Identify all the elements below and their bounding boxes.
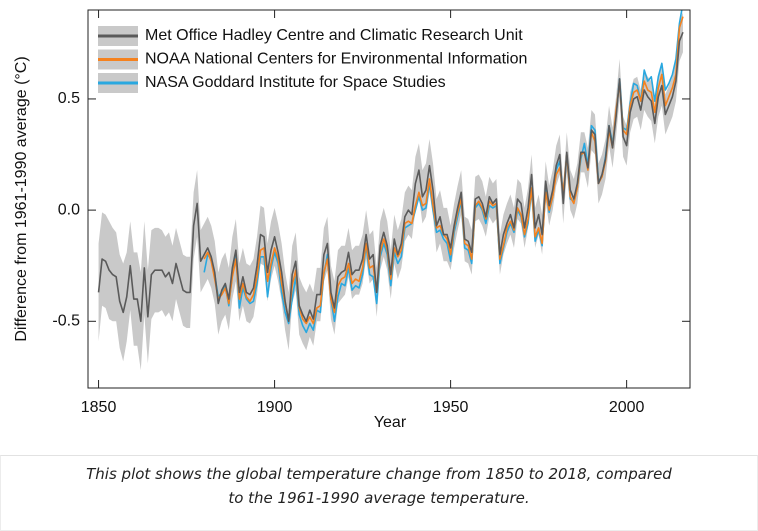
x-tick-label: 1900	[257, 399, 293, 416]
legend: Met Office Hadley Centre and Climatic Re…	[98, 26, 527, 93]
caption-box: This plot shows the global temperature c…	[0, 455, 758, 531]
x-tick-label: 2000	[609, 399, 645, 416]
axes: 1850 1900 1950 2000 -0.5 0.0 0.5	[52, 10, 690, 416]
y-tick-label: 0.5	[58, 90, 80, 107]
caption: This plot shows the global temperature c…	[86, 465, 672, 507]
chart: 1850 1900 1950 2000 -0.5 0.0 0.5 Year Differen…	[13, 9, 691, 431]
y-axis-label: Difference from 1961-1990 average (°C)	[13, 56, 30, 341]
x-tick-label: 1850	[81, 399, 117, 416]
y-tick-label: 0.0	[58, 201, 80, 218]
uncertainty-band	[98, 12, 683, 371]
x-tick-label: 1950	[433, 399, 469, 416]
plot-frame	[87, 9, 691, 389]
plot-area	[97, 10, 684, 371]
series-line	[97, 31, 684, 323]
legend-label: NASA Goddard Institute for Space Studies	[145, 74, 446, 91]
x-axis-label: Year	[374, 414, 407, 431]
y-tick-label: -0.5	[52, 313, 80, 330]
legend-label: Met Office Hadley Centre and Climatic Re…	[145, 27, 523, 44]
legend-label: NOAA National Centers for Environmental …	[145, 51, 527, 68]
